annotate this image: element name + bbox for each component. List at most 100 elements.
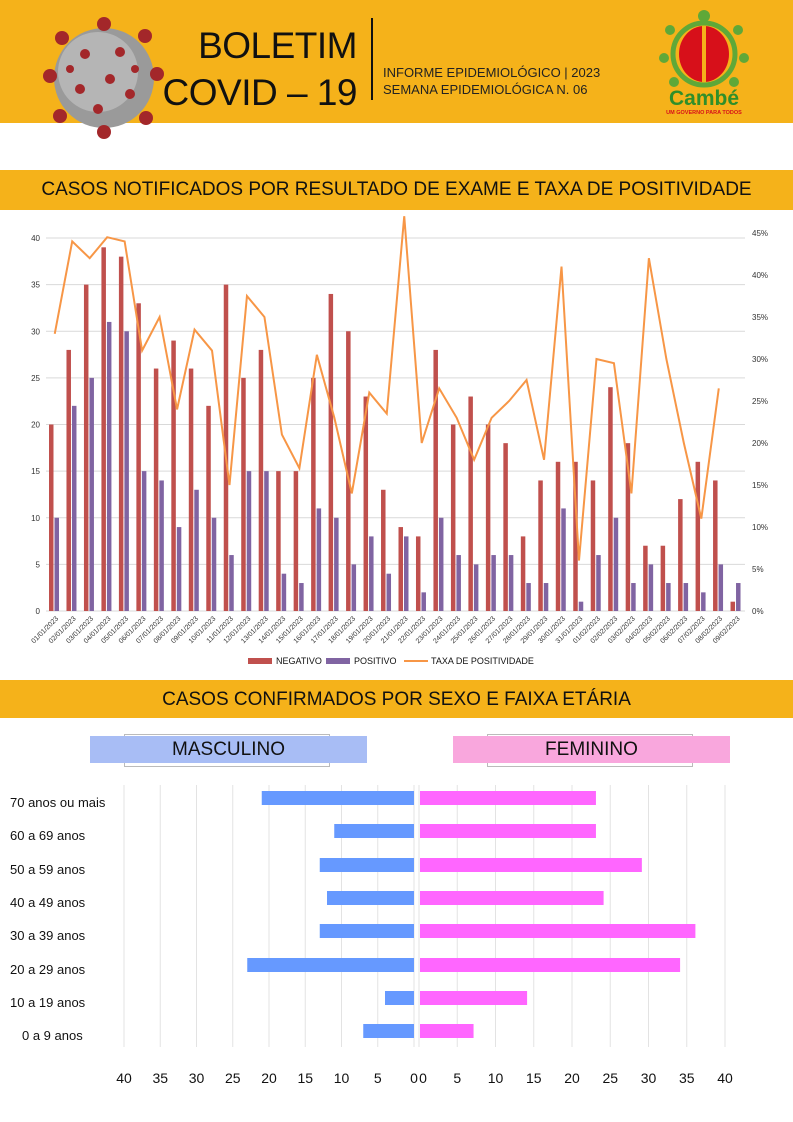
y2-tick-label: 5%	[752, 565, 764, 574]
bar-positivo	[561, 508, 566, 611]
x-tick-label-right: 30	[641, 1070, 657, 1086]
x-tick-label-left: 25	[225, 1070, 241, 1086]
bar-negativo	[153, 368, 159, 611]
bar-masculino	[319, 924, 414, 938]
bar-positivo	[89, 377, 94, 611]
bar-positivo	[194, 489, 199, 611]
y-tick-label: 15	[31, 467, 40, 476]
bar-negativo	[49, 424, 54, 611]
bar-negativo	[223, 284, 229, 611]
bar-negativo	[433, 349, 438, 611]
x-tick-label-left: 0	[410, 1070, 418, 1086]
bar-positivo	[526, 583, 531, 611]
bar-negativo	[188, 368, 194, 611]
age-group-label: 50 a 59 anos	[10, 862, 86, 877]
bar-negativo	[241, 377, 246, 611]
x-tick-label-left: 10	[334, 1070, 350, 1086]
bar-negativo	[485, 424, 491, 611]
bar-feminino	[420, 791, 596, 805]
bar-positivo	[159, 480, 164, 611]
bar-masculino	[385, 991, 414, 1005]
y-tick-label: 30	[31, 327, 40, 336]
bar-positivo	[246, 471, 252, 611]
bar-positivo	[71, 405, 77, 611]
bar-negativo	[415, 536, 421, 611]
bar-negativo	[206, 405, 211, 611]
bar-negativo	[293, 471, 299, 611]
logo-name: Cambé	[669, 87, 739, 110]
bar-negativo	[363, 396, 369, 611]
bar-feminino	[420, 824, 596, 838]
x-tick-label-left: 5	[374, 1070, 382, 1086]
bar-negativo	[538, 480, 543, 611]
bar-positivo	[578, 601, 584, 611]
y-tick-label: 25	[31, 374, 40, 383]
bar-positivo	[543, 583, 549, 611]
legend-negativo: NEGATIVO	[276, 656, 322, 666]
x-tick-label-right: 25	[602, 1070, 618, 1086]
bar-positivo	[736, 583, 741, 611]
bar-positivo	[666, 583, 671, 611]
bar-negativo	[468, 396, 473, 611]
x-tick-label-left: 35	[152, 1070, 168, 1086]
bar-masculino	[261, 791, 414, 805]
y2-tick-label: 45%	[752, 229, 768, 238]
y2-tick-label: 35%	[752, 313, 768, 322]
bar-positivo	[281, 573, 287, 611]
bar-positivo	[299, 583, 304, 611]
y2-tick-label: 30%	[752, 355, 768, 364]
legend-taxa: TAXA DE POSITIVIDADE	[431, 656, 534, 666]
y2-tick-label: 25%	[752, 397, 768, 406]
x-tick-label-right: 0	[419, 1070, 427, 1086]
age-group-label: 10 a 19 anos	[10, 995, 86, 1010]
bar-negativo	[608, 387, 613, 611]
bulletin-title: BOLETIM COVID – 19	[163, 22, 358, 116]
bar-negativo	[66, 349, 71, 611]
bar-negativo	[643, 545, 648, 611]
x-tick-label-right: 15	[526, 1070, 542, 1086]
age-group-label: 30 a 39 anos	[10, 928, 86, 943]
bar-positivo	[421, 592, 426, 611]
bar-positivo	[456, 555, 461, 611]
bar-positivo	[718, 564, 724, 611]
age-group-label: 0 a 9 anos	[22, 1028, 83, 1043]
y2-tick-label: 0%	[752, 607, 764, 616]
bar-positivo	[701, 592, 706, 611]
bar-positivo	[141, 471, 147, 611]
title-line-1: BOLETIM	[198, 25, 357, 66]
y2-tick-label: 15%	[752, 481, 768, 490]
cambe-logo: Cambé UM GOVERNO PARA TODOS	[659, 10, 749, 116]
bar-masculino	[327, 891, 414, 905]
bar-positivo	[631, 583, 636, 611]
bar-feminino	[420, 958, 681, 972]
bar-negativo	[101, 247, 106, 611]
bar-negativo	[311, 377, 316, 611]
bar-negativo	[695, 461, 701, 611]
bar-positivo	[404, 536, 409, 611]
bar-positivo	[334, 517, 339, 611]
masculino-label: MASCULINO	[90, 736, 367, 763]
x-tick-label-left: 20	[261, 1070, 277, 1086]
x-tick-label-right: 20	[564, 1070, 580, 1086]
bar-positivo	[229, 555, 234, 611]
age-group-label: 20 a 29 anos	[10, 962, 86, 977]
bar-positivo	[683, 583, 689, 611]
bar-masculino	[334, 824, 414, 838]
line-taxa-positividade	[53, 216, 720, 561]
section-title-confirmed-cases: CASOS CONFIRMADOS POR SEXO E FAIXA ETÁRI…	[0, 680, 793, 718]
x-tick-label-left: 40	[116, 1070, 132, 1086]
age-group-label: 40 a 49 anos	[10, 895, 86, 910]
bar-negativo	[171, 340, 176, 611]
bar-negativo	[398, 527, 403, 611]
header-banner: BOLETIM COVID – 19 INFORME EPIDEMIOLÓGIC…	[0, 0, 793, 139]
section-title-notified-cases: CASOS NOTIFICADOS POR RESULTADO DE EXAME…	[0, 170, 793, 210]
bar-feminino	[420, 858, 642, 872]
y2-tick-label: 40%	[752, 271, 768, 280]
x-tick-label-left: 15	[297, 1070, 313, 1086]
y2-tick-label: 10%	[752, 523, 768, 532]
bar-negativo	[625, 443, 631, 611]
bar-positivo	[176, 527, 182, 611]
bar-negativo	[678, 499, 683, 611]
bar-masculino	[247, 958, 414, 972]
bar-positivo	[264, 471, 269, 611]
